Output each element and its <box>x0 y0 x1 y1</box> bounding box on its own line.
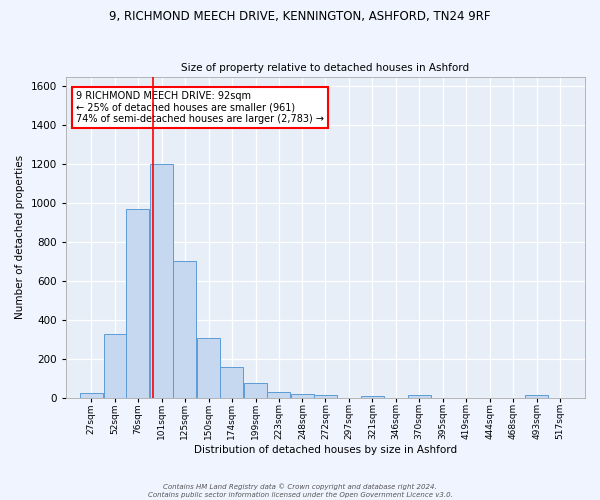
Text: 9 RICHMOND MEECH DRIVE: 92sqm
← 25% of detached houses are smaller (961)
74% of : 9 RICHMOND MEECH DRIVE: 92sqm ← 25% of d… <box>76 91 324 124</box>
Bar <box>197 338 220 398</box>
Bar <box>173 262 196 398</box>
Bar <box>127 209 149 398</box>
Text: Contains HM Land Registry data © Crown copyright and database right 2024.
Contai: Contains HM Land Registry data © Crown c… <box>148 484 452 498</box>
Title: Size of property relative to detached houses in Ashford: Size of property relative to detached ho… <box>181 63 469 73</box>
Bar <box>314 395 337 398</box>
Bar <box>151 164 173 398</box>
Bar <box>407 394 431 398</box>
Bar <box>80 392 103 398</box>
X-axis label: Distribution of detached houses by size in Ashford: Distribution of detached houses by size … <box>194 445 457 455</box>
Bar <box>244 383 267 398</box>
Y-axis label: Number of detached properties: Number of detached properties <box>15 155 25 319</box>
Bar <box>220 368 243 398</box>
Text: 9, RICHMOND MEECH DRIVE, KENNINGTON, ASHFORD, TN24 9RF: 9, RICHMOND MEECH DRIVE, KENNINGTON, ASH… <box>109 10 491 23</box>
Bar <box>267 392 290 398</box>
Bar <box>291 394 314 398</box>
Bar <box>104 334 127 398</box>
Bar <box>526 395 548 398</box>
Bar <box>361 396 384 398</box>
